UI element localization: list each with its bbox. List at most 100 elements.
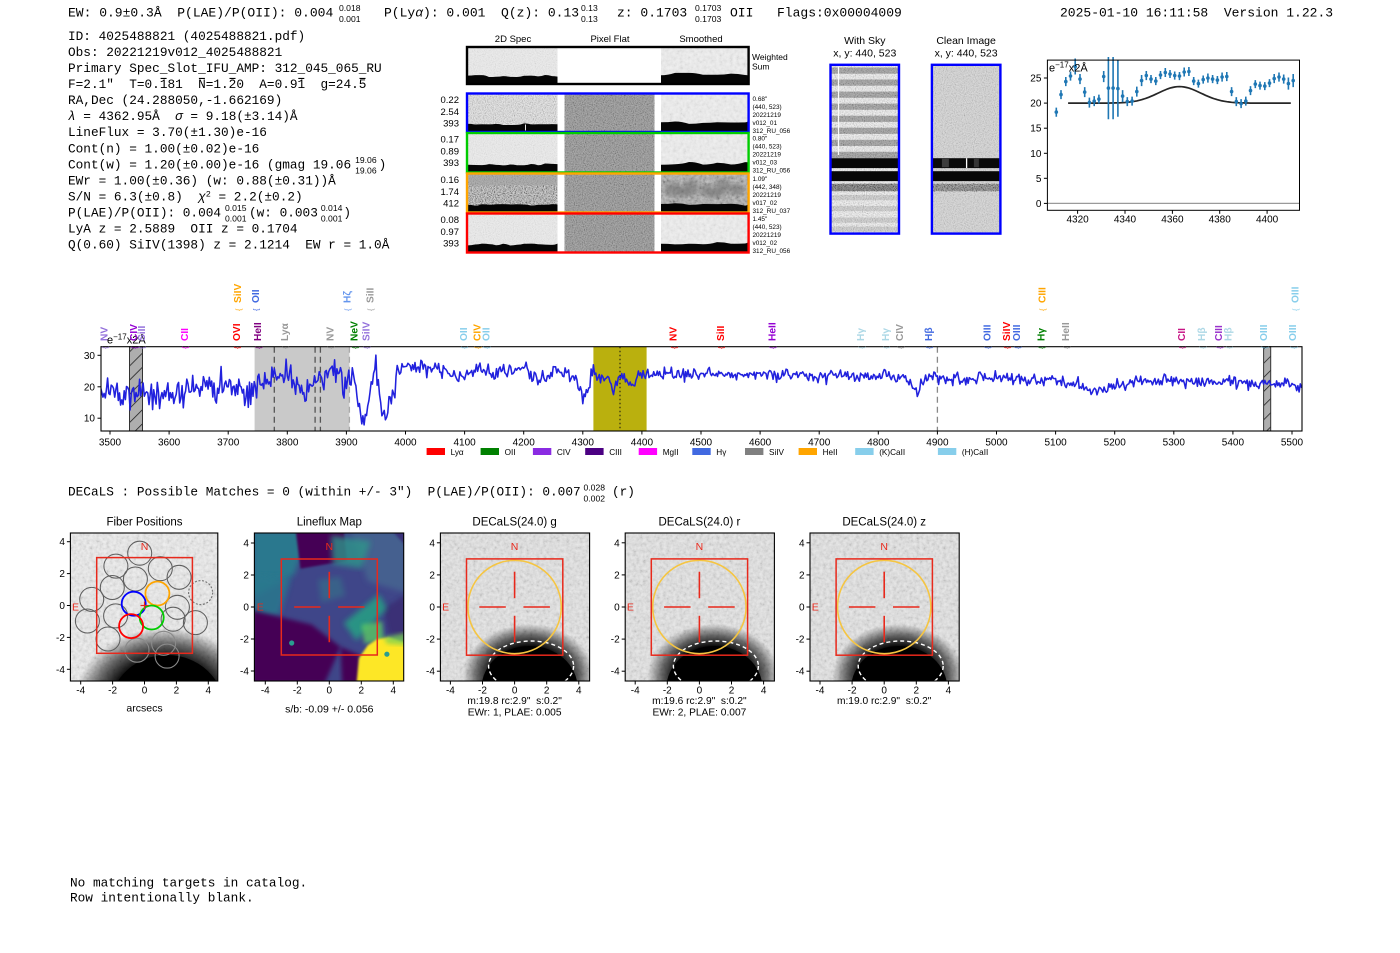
svg-text:4: 4 [429,538,435,549]
svg-text:2: 2 [59,569,65,580]
svg-text:4: 4 [576,686,582,697]
svg-text:{: { [1260,346,1269,349]
svg-text:NV: NV [669,327,680,341]
svg-text:0: 0 [697,686,703,697]
svg-text:4500: 4500 [690,438,713,449]
svg-text:LineFlux = 3.70(±1.30)e-16: LineFlux = 3.70(±1.30)e-16 [68,125,267,140]
svg-text:2: 2 [429,570,435,581]
svg-text:-4: -4 [816,686,825,697]
svg-text:Hγ: Hγ [881,328,892,341]
svg-text:{: { [1224,346,1233,349]
svg-text:{: { [350,346,359,349]
svg-text:0.1703: 0.1703 [695,3,722,13]
svg-text:0.018: 0.018 [339,3,361,13]
svg-text:v012_02: v012_02 [753,240,778,247]
svg-text:N: N [880,541,888,553]
svg-text:10: 10 [84,414,96,425]
svg-text:λ = 4362.95Å σ = 9.18(±3.14)Å: λ = 4362.95Å σ = 9.18(±3.14)Å [68,109,298,124]
svg-text:CIV: CIV [895,324,906,341]
svg-text:4400: 4400 [1256,215,1279,226]
svg-text:Hβ: Hβ [924,327,935,341]
svg-text:{: { [1038,308,1047,311]
svg-text:{: { [857,346,866,349]
svg-text:E: E [812,602,819,614]
svg-text:E: E [257,602,264,614]
svg-text:20: 20 [1030,99,1042,110]
svg-text:(H)CaII: (H)CaII [962,448,988,457]
svg-text:0: 0 [142,686,148,697]
svg-text:-2: -2 [848,686,857,697]
svg-text:0: 0 [799,603,805,614]
svg-text:(442, 348): (442, 348) [753,184,782,191]
svg-text:-2: -2 [293,686,302,697]
svg-text:{: { [1215,346,1224,349]
svg-text:OVI: OVI [232,323,243,341]
svg-text:-2: -2 [796,635,805,646]
svg-text:{: { [1289,346,1298,349]
svg-text:4: 4 [391,686,397,697]
svg-text:{: { [138,346,147,349]
svg-text:(w: 0.003: (w: 0.003 [249,205,318,220]
svg-text:0: 0 [429,603,435,614]
svg-text:0.015: 0.015 [225,203,247,213]
svg-text:Weighted: Weighted [752,52,788,62]
svg-text:-2: -2 [663,686,672,697]
svg-text:-2: -2 [240,635,249,646]
svg-text:arcsecs: arcsecs [126,703,162,715]
svg-text:0.13: 0.13 [581,3,598,13]
svg-text:ID: 4025488821 (4025488821.pdf: ID: 4025488821 (4025488821.pdf) [68,29,305,44]
svg-text:0: 0 [327,686,333,697]
svg-text:E: E [627,602,634,614]
svg-text:3700: 3700 [217,438,240,449]
svg-text:{: { [1062,346,1071,349]
svg-text:{: { [925,346,934,349]
svg-text:{: { [130,346,139,349]
svg-text:DECaLS(24.0) r: DECaLS(24.0) r [658,517,740,529]
svg-text:393: 393 [443,158,459,169]
svg-text:{: { [1003,346,1012,349]
svg-text:0: 0 [512,686,518,697]
svg-text:0: 0 [614,603,620,614]
svg-text:-4: -4 [631,686,640,697]
svg-text:N: N [511,541,519,553]
svg-text:2: 2 [799,570,805,581]
svg-text:CIII: CIII [1038,287,1049,303]
svg-text:(440, 523): (440, 523) [753,104,782,111]
svg-text:CIV: CIV [557,448,571,457]
svg-text:20221219: 20221219 [753,112,782,119]
svg-text:{: { [473,346,482,349]
svg-text:{: { [1178,346,1187,349]
svg-text:0: 0 [243,603,249,614]
svg-text:4: 4 [946,686,952,697]
svg-text:Hβ: Hβ [1224,327,1235,341]
svg-text:(440, 523): (440, 523) [753,144,782,151]
svg-text:2: 2 [243,571,249,582]
svg-text:P(LAE)/P(OII): 0.004: P(LAE)/P(OII): 0.004 [68,205,221,220]
svg-text:4: 4 [761,686,767,697]
svg-text:0.17: 0.17 [441,135,460,146]
svg-text:{: { [100,346,109,349]
svg-text:0.16: 0.16 [441,175,460,186]
svg-text:3500: 3500 [99,438,122,449]
svg-text:{: { [768,346,777,349]
svg-text:NV: NV [100,327,111,341]
svg-text:F=2.1" T=0.181 N=1.20 A=0.9: F=2.1" T=0.181 N=1.20 A=0.91 g=24.5 [68,77,366,92]
svg-text:4: 4 [59,537,65,548]
svg-text:HeII: HeII [823,448,838,457]
svg-text:-4: -4 [796,667,805,678]
svg-text:SiII: SiII [716,326,727,341]
svg-text:{: { [254,346,263,349]
svg-text:0.001: 0.001 [225,214,247,224]
svg-text:e−17x2Å: e−17x2Å [107,333,146,347]
svg-text:Flags:0x00004009: Flags:0x00004009 [777,6,902,21]
svg-text:{: { [669,346,678,349]
svg-text:Hβ: Hβ [1197,327,1208,341]
svg-text:4200: 4200 [513,438,536,449]
svg-text:4: 4 [614,538,620,549]
svg-text:OII: OII [481,327,492,341]
svg-text:0.1703: 0.1703 [695,14,722,24]
svg-text:Cont(n) = 1.00(±0.02)e-16: Cont(n) = 1.00(±0.02)e-16 [68,141,259,156]
svg-text:4300: 4300 [572,438,595,449]
svg-text:{: { [233,346,242,349]
svg-text:4340: 4340 [1114,215,1137,226]
